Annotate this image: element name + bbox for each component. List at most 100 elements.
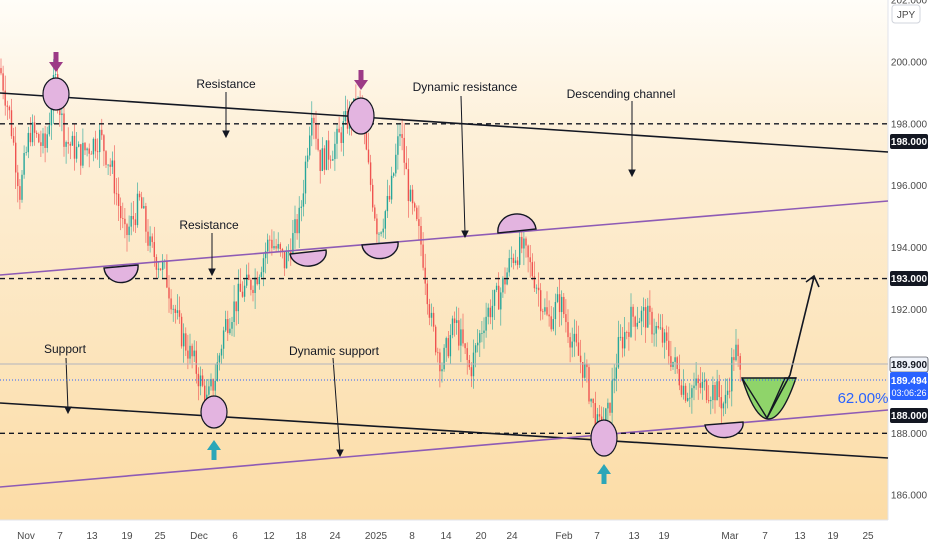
candle [573, 319, 575, 357]
candle [693, 372, 695, 401]
badge-198: 198.000 [890, 134, 928, 149]
candle [558, 278, 561, 327]
candle [399, 122, 401, 147]
annotation-pointers [64, 92, 636, 458]
candle [374, 204, 376, 222]
candle [563, 293, 565, 318]
candle [462, 313, 464, 347]
candle [288, 244, 290, 262]
candle [61, 108, 63, 132]
candle [94, 130, 97, 159]
candle [8, 105, 11, 119]
candle [12, 127, 15, 146]
candle [141, 191, 143, 209]
candle [439, 348, 441, 388]
circle-top-1 [42, 77, 70, 111]
candle [611, 367, 613, 425]
candle [115, 177, 118, 206]
candle [128, 215, 130, 242]
candle [107, 164, 109, 176]
candle [42, 127, 44, 154]
candle [342, 111, 344, 157]
candle [720, 384, 722, 425]
candle [729, 377, 731, 399]
time-tick-label: 19 [121, 531, 133, 542]
candle [666, 325, 668, 350]
candle [569, 332, 571, 363]
candle [584, 352, 586, 382]
candle [640, 306, 643, 336]
candle [695, 362, 697, 390]
candle [487, 303, 489, 325]
time-tick-label: 24 [329, 531, 341, 542]
candle [75, 131, 78, 163]
label-dynamic-resistance: Dynamic resistance [413, 80, 518, 94]
candle [212, 378, 214, 397]
candle [315, 110, 317, 150]
currency-badge[interactable] [891, 4, 921, 24]
candle [617, 320, 620, 370]
candle [464, 342, 466, 355]
candle [31, 114, 34, 147]
price-tick-label: 200.000 [891, 57, 928, 68]
time-tick-label: 2025 [365, 531, 388, 542]
svg-text:03:06:26: 03:06:26 [891, 388, 926, 398]
candle [718, 374, 720, 407]
candle [67, 127, 69, 154]
candle [4, 75, 6, 116]
candle [512, 253, 515, 270]
candle [390, 166, 393, 204]
time-axis-panel[interactable] [0, 520, 888, 550]
candle [609, 402, 611, 416]
candle [233, 285, 235, 337]
candle [674, 347, 676, 374]
badge-193: 193.000 [890, 271, 928, 286]
candle [313, 113, 315, 140]
candle [336, 123, 338, 159]
candle [262, 252, 265, 287]
candle [101, 118, 103, 140]
candle [338, 116, 340, 133]
candle [376, 213, 378, 243]
time-tick-label: 7 [57, 531, 63, 542]
candle [170, 289, 172, 315]
candle [424, 253, 426, 295]
candle [642, 297, 645, 328]
candle [6, 100, 8, 121]
down-arrow-1-icon [49, 52, 63, 72]
price-tick-label: 186.000 [891, 491, 928, 502]
circle-bottom-2 [590, 419, 618, 457]
candle [460, 318, 462, 363]
badge-current: 189.494 03:06:26 [890, 372, 928, 400]
candle [712, 376, 714, 409]
candle [372, 178, 374, 212]
candle [279, 242, 281, 257]
candle [418, 205, 420, 240]
price-tick-label: 202.000 [891, 0, 928, 7]
candle [554, 293, 557, 336]
candle [380, 231, 382, 237]
candle [248, 262, 250, 281]
candle [334, 131, 336, 171]
candle [216, 353, 218, 382]
candle [519, 229, 521, 268]
candle [726, 378, 729, 409]
candle [327, 130, 330, 171]
candle [426, 280, 428, 315]
candle [731, 347, 733, 407]
candle [159, 268, 162, 271]
candle [260, 266, 263, 279]
svg-text:189.494: 189.494 [891, 376, 928, 387]
channel-upper-line [0, 92, 889, 153]
candle [178, 296, 181, 324]
candle [676, 356, 678, 374]
candle [0, 58, 2, 76]
candle [687, 392, 689, 402]
candle [733, 349, 735, 372]
candle [514, 249, 517, 266]
time-tick-label: 25 [862, 531, 874, 542]
candle [407, 158, 410, 218]
candle [250, 277, 252, 296]
candle [296, 214, 298, 240]
